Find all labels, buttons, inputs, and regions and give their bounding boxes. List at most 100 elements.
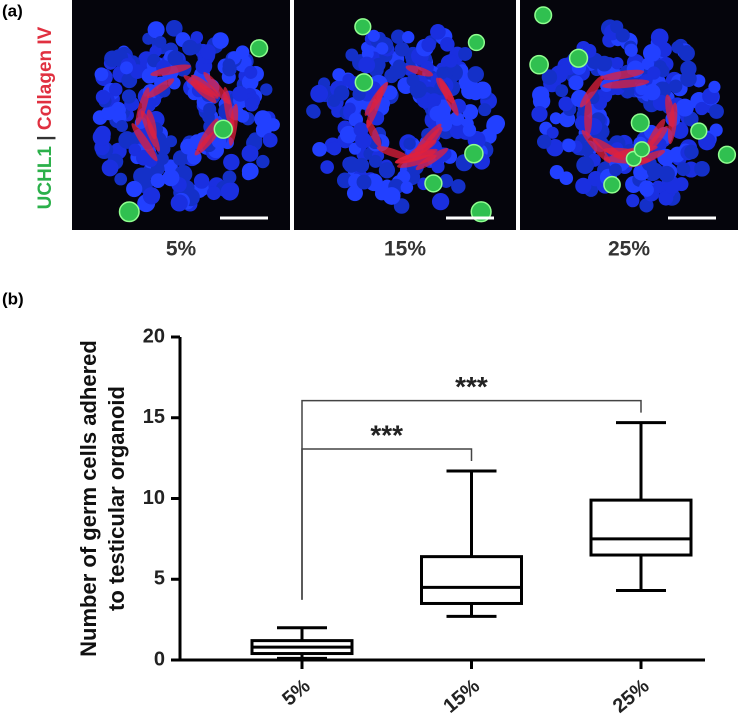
- nucleus: [147, 21, 165, 39]
- nucleus: [658, 190, 674, 206]
- nucleus: [609, 163, 622, 177]
- nucleus: [562, 138, 576, 153]
- panel-b-label: (b): [2, 289, 24, 308]
- nucleus: [114, 172, 128, 186]
- germ-cell: [118, 201, 140, 223]
- nucleus: [684, 144, 699, 160]
- collagen: [646, 118, 666, 149]
- nucleus: [650, 28, 669, 47]
- germ-cell: [424, 174, 443, 193]
- collagen: [592, 137, 625, 160]
- collagen: [602, 79, 650, 89]
- nucleus: [343, 156, 360, 173]
- nucleus: [358, 56, 376, 74]
- nucleus: [694, 160, 710, 177]
- nucleus: [371, 57, 386, 72]
- collagen: [665, 94, 675, 128]
- nucleus: [165, 135, 178, 148]
- collagen: [584, 98, 593, 137]
- collagen: [405, 65, 434, 77]
- nucleus: [461, 82, 479, 100]
- germ-cell: [354, 18, 372, 36]
- nucleus: [222, 58, 236, 72]
- nucleus: [262, 132, 278, 148]
- stain-legend: UCHL1 | Collagen IV: [35, 26, 56, 209]
- nucleus: [156, 152, 169, 165]
- germ-cell: [633, 141, 651, 158]
- nucleus: [244, 97, 259, 112]
- nucleus: [596, 55, 613, 72]
- x-tick-label: 25%: [609, 675, 654, 718]
- nucleus: [394, 42, 409, 57]
- nucleus: [121, 89, 137, 104]
- y-tick-label: 20: [143, 325, 165, 347]
- nucleus: [355, 132, 372, 149]
- nucleus: [675, 98, 694, 117]
- nucleus: [709, 104, 724, 119]
- nucleus: [367, 29, 380, 42]
- nucleus: [708, 80, 721, 93]
- nucleus: [429, 105, 446, 122]
- nucleus: [449, 123, 466, 140]
- cells: [306, 18, 506, 223]
- nucleus: [430, 24, 446, 40]
- nucleus: [462, 104, 479, 120]
- collagen: [223, 86, 235, 133]
- nucleus: [241, 162, 259, 180]
- nucleus: [241, 73, 259, 91]
- nucleus: [342, 73, 355, 86]
- nucleus: [320, 160, 334, 174]
- nucleus: [575, 177, 592, 194]
- nucleus: [462, 123, 477, 137]
- nucleus: [115, 119, 129, 133]
- nucleus: [487, 114, 506, 133]
- germ-cell: [354, 73, 374, 92]
- micrographs: [72, 0, 738, 230]
- nucleus: [165, 19, 183, 37]
- nucleus: [541, 69, 558, 85]
- y-tick-label: 5: [154, 568, 165, 590]
- nucleus: [458, 46, 473, 61]
- nucleus: [356, 174, 372, 190]
- nucleus: [236, 110, 250, 123]
- nucleus: [451, 179, 466, 194]
- nucleus: [402, 31, 415, 44]
- nucleus: [327, 141, 342, 156]
- box: [420, 555, 523, 605]
- nucleus: [120, 61, 133, 75]
- significance-label: ***: [370, 419, 403, 450]
- nucleus: [431, 160, 445, 174]
- collagen: [146, 109, 157, 140]
- nucleus: [212, 32, 229, 49]
- germ-cell: [534, 6, 553, 25]
- nucleus: [439, 174, 454, 188]
- nucleus: [678, 45, 695, 62]
- germ-cell: [464, 143, 484, 164]
- nucleus: [642, 43, 661, 62]
- collagen: [150, 64, 192, 77]
- collagen: [190, 80, 217, 104]
- collagen: [581, 130, 611, 164]
- nucleus: [558, 96, 574, 112]
- nucleus: [531, 105, 548, 123]
- collagen: [376, 146, 410, 160]
- stain-green: UCHL1: [35, 146, 56, 210]
- nucleus: [568, 75, 584, 91]
- nucleus: [193, 173, 210, 189]
- y-axis-label: Number of germ cells adhered: [76, 340, 101, 657]
- collagen: [436, 77, 455, 104]
- nucleus: [172, 150, 189, 167]
- nucleus: [431, 192, 450, 211]
- nucleus: [220, 182, 239, 201]
- nucleus: [345, 48, 359, 62]
- nucleus: [436, 66, 449, 80]
- nucleus: [222, 170, 237, 185]
- nucleus: [403, 137, 416, 150]
- nucleus: [361, 47, 374, 60]
- nucleus: [95, 89, 111, 105]
- nucleus: [378, 162, 396, 179]
- collagen: [366, 85, 384, 128]
- germ-cell: [467, 33, 486, 52]
- germ-cell: [603, 175, 621, 194]
- collagen: [131, 123, 158, 162]
